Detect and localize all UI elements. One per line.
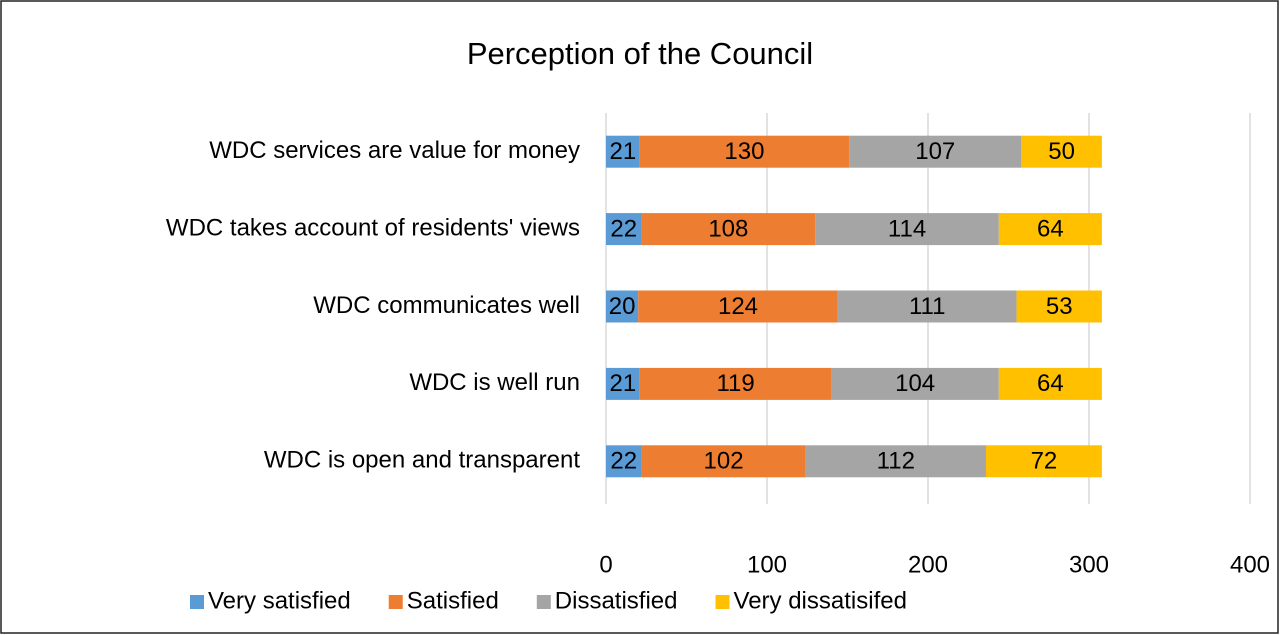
data-label: 111	[909, 293, 945, 320]
data-label: 20	[609, 293, 636, 320]
data-label: 114	[888, 215, 926, 242]
data-label: 108	[708, 215, 748, 242]
x-tick-label: 300	[1069, 551, 1109, 578]
data-label: 21	[610, 370, 637, 397]
y-tick-label: WDC takes account of residents' views	[166, 214, 580, 241]
y-tick-label: WDC services are value for money	[209, 137, 580, 164]
legend-swatch	[190, 595, 204, 609]
y-tick-label: WDC communicates well	[313, 292, 580, 319]
legend-swatch	[536, 595, 551, 609]
data-label: 104	[895, 370, 935, 397]
data-label: 21	[610, 138, 637, 165]
bar-segment	[1016, 290, 1102, 323]
bar-segment	[998, 213, 1102, 246]
bar-segment	[1021, 135, 1102, 168]
bar-segment	[606, 290, 639, 323]
bar-segment	[606, 367, 640, 400]
data-label: 64	[1037, 215, 1064, 242]
data-label: 22	[610, 215, 637, 242]
y-tick-label: WDC is well run	[409, 369, 580, 396]
data-label: 112	[877, 448, 915, 475]
data-label: 72	[1031, 448, 1058, 475]
data-label: 119	[716, 370, 754, 397]
data-label: 130	[724, 138, 764, 165]
y-tick-label: WDC is open and transparent	[264, 447, 580, 474]
bar-segment	[639, 135, 850, 168]
legend-label: Very satisfied	[208, 587, 351, 614]
data-label: 102	[704, 448, 744, 475]
data-label: 53	[1046, 293, 1073, 320]
bar-segment	[815, 213, 999, 246]
bar-segment	[641, 445, 806, 478]
x-tick-label: 400	[1230, 551, 1270, 578]
data-label: 107	[915, 138, 955, 165]
legend-label: Very dissatisifed	[734, 587, 907, 614]
legend-label: Satisfied	[407, 587, 499, 614]
chart-title: Perception of the Council	[467, 36, 813, 71]
bar-segment	[606, 213, 642, 246]
bar-segment	[641, 213, 816, 246]
data-label: 64	[1037, 370, 1064, 397]
x-tick-label: 200	[908, 551, 948, 578]
bar-segment	[831, 367, 999, 400]
bar-segment	[606, 135, 640, 168]
data-label: 124	[718, 293, 758, 320]
bar-segment	[998, 367, 1102, 400]
bar-segment	[638, 290, 838, 323]
legend-swatch	[388, 595, 403, 609]
legend-swatch	[715, 595, 730, 609]
bar-segment	[985, 445, 1102, 478]
bar-segment	[639, 367, 832, 400]
bar-segment	[805, 445, 986, 478]
data-label: 50	[1048, 138, 1075, 165]
data-label: 22	[610, 448, 637, 475]
legend-label: Dissatisfied	[555, 587, 678, 614]
bar-segment	[606, 445, 642, 478]
x-tick-label: 0	[599, 551, 612, 578]
bar-segment	[837, 290, 1017, 323]
bar-segment	[849, 135, 1022, 168]
x-tick-label: 100	[747, 551, 787, 578]
